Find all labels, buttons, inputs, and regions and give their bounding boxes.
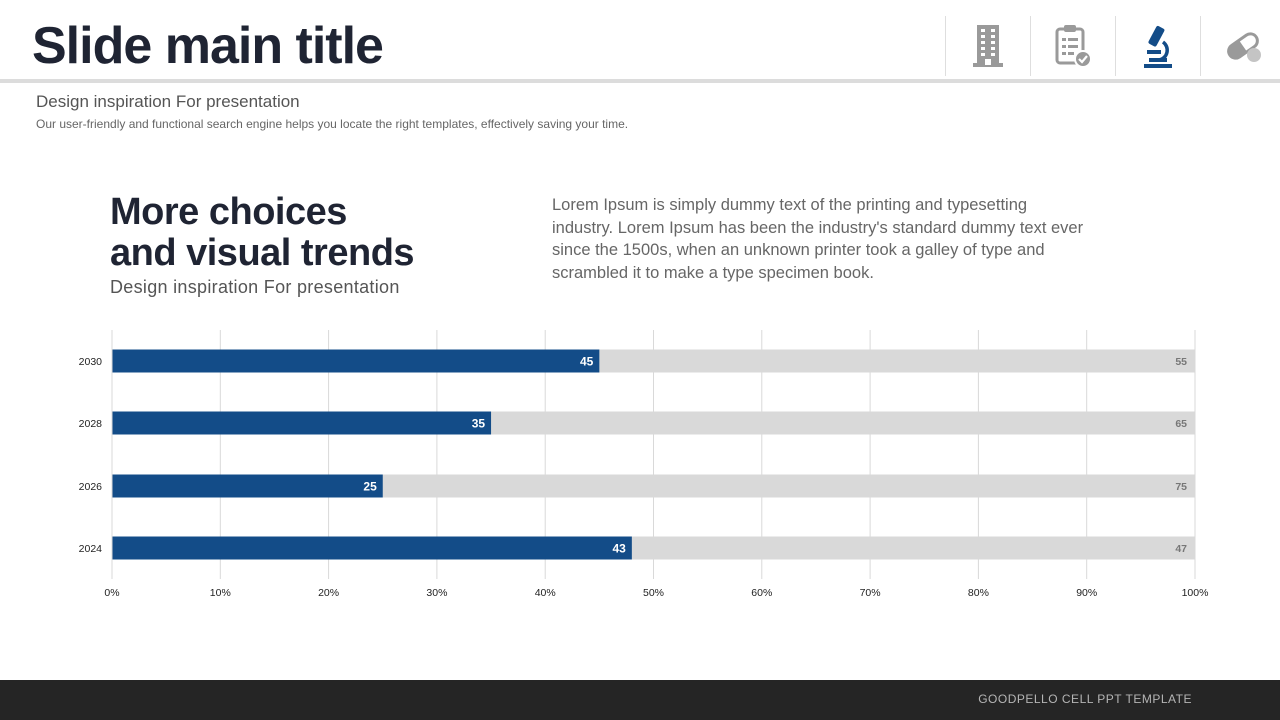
section-heading-line2: and visual trends	[110, 232, 415, 274]
x-tick-label: 100%	[1182, 587, 1209, 599]
bar-remainder-label: 75	[1175, 481, 1187, 493]
x-tick-label: 80%	[968, 587, 989, 599]
bar-remainder-label: 47	[1175, 543, 1187, 555]
x-tick-label: 90%	[1076, 587, 1097, 599]
x-tick-label: 10%	[210, 587, 231, 599]
bar-value-label: 35	[472, 417, 486, 431]
x-tick-label: 0%	[104, 587, 119, 599]
pill-icon	[1227, 32, 1261, 62]
bar-remainder-label: 65	[1175, 418, 1187, 430]
page-title: Slide main title	[32, 17, 384, 75]
bar-value	[112, 536, 632, 560]
section-subheading: Design inspiration For presentation	[110, 277, 400, 297]
bar-remainder-label: 55	[1175, 356, 1187, 368]
tab-clipboard[interactable]	[1030, 16, 1115, 76]
building-icon	[973, 25, 1003, 67]
header-subtitle: Design inspiration For presentation	[36, 92, 300, 111]
footer-bar: GOODPELLO CELL PPT TEMPLATE	[0, 680, 1280, 720]
section-heading: More choices and visual trends	[110, 192, 530, 274]
header-divider	[0, 79, 1280, 83]
section-heading-line1: More choices	[110, 191, 347, 233]
bar-value	[112, 349, 600, 373]
bar-value-label: 25	[363, 480, 377, 494]
tab-building[interactable]	[945, 16, 1030, 76]
tab-microscope[interactable]	[1115, 16, 1200, 83]
tab-pill[interactable]	[1200, 16, 1280, 76]
x-tick-label: 50%	[643, 587, 664, 599]
category-label: 2028	[79, 418, 103, 430]
clipboard-check-icon	[1055, 25, 1092, 68]
x-tick-label: 30%	[426, 587, 447, 599]
footer-text: GOODPELLO CELL PPT TEMPLATE	[978, 692, 1192, 706]
bar-value-label: 45	[580, 355, 594, 369]
microscope-icon	[1144, 25, 1172, 68]
bar-value	[112, 474, 383, 498]
x-tick-label: 40%	[535, 587, 556, 599]
x-tick-label: 20%	[318, 587, 339, 599]
header-description: Our user-friendly and functional search …	[36, 117, 629, 131]
bar-value	[112, 411, 492, 435]
x-tick-label: 60%	[751, 587, 772, 599]
category-label: 2026	[79, 481, 103, 493]
progress-bar-chart: 0% 10% 20% 30% 40% 50% 60% 70% 80% 90% 100% 2030 45 5…	[79, 330, 1209, 599]
category-label: 2030	[79, 356, 103, 368]
bar-value-label: 43	[612, 542, 626, 556]
x-tick-label: 70%	[860, 587, 881, 599]
category-label: 2024	[79, 543, 103, 555]
section-paragraph: Lorem Ipsum is simply dummy text of the …	[552, 196, 1084, 282]
